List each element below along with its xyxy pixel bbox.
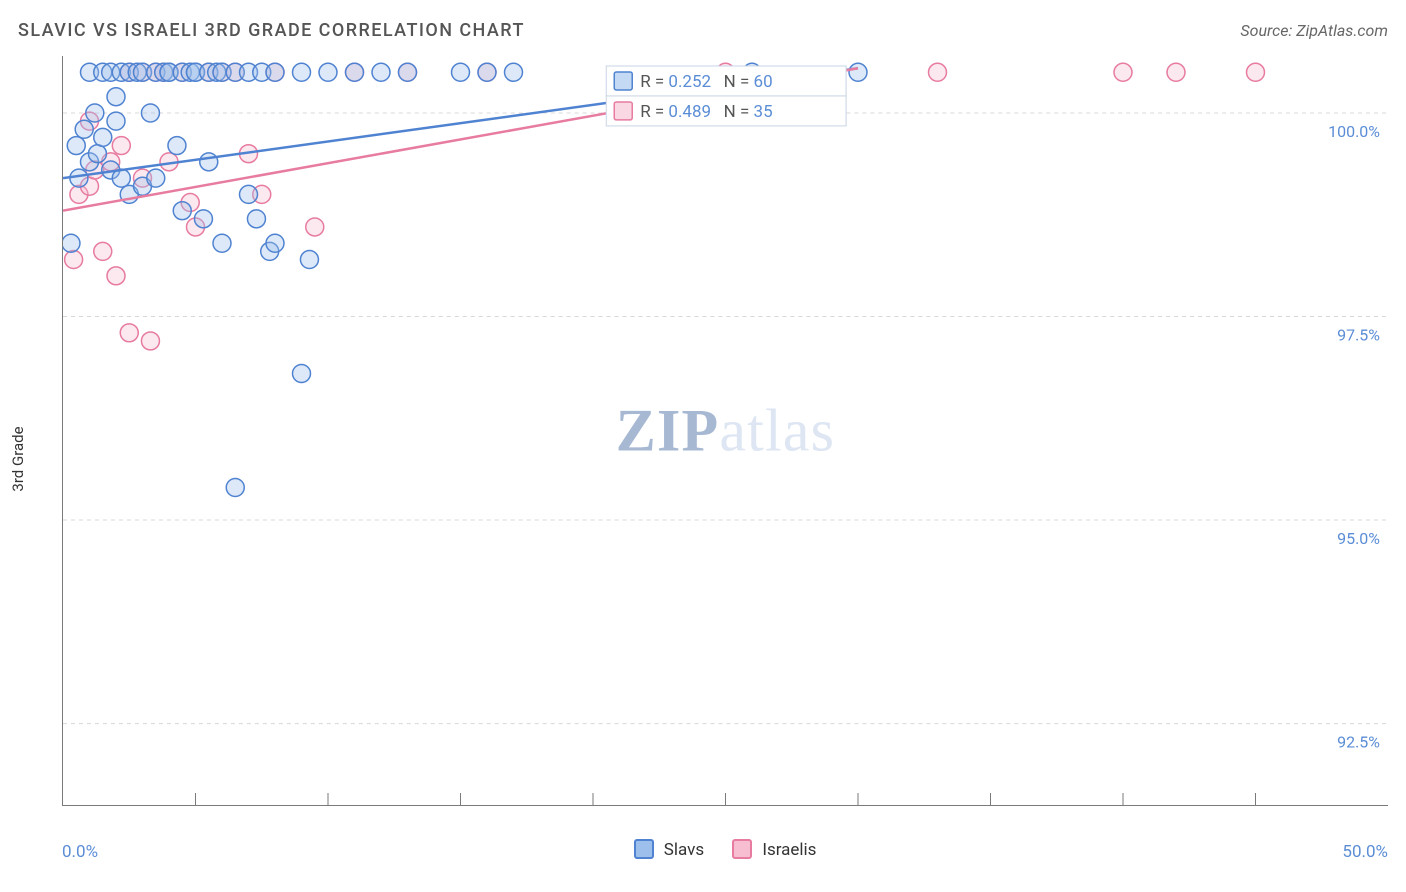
svg-text:92.5%: 92.5% [1337, 733, 1380, 752]
israelis-swatch [732, 839, 752, 859]
svg-text:100.0%: 100.0% [1328, 122, 1380, 141]
legend-slavs-label: Slavs [664, 840, 704, 860]
legend-slavs: Slavs [634, 839, 705, 860]
svg-text:ZIPatlas: ZIPatlas [616, 397, 835, 463]
svg-text:97.5%: 97.5% [1337, 325, 1380, 344]
svg-text:95.0%: 95.0% [1337, 529, 1380, 548]
chart-container: SLAVIC VS ISRAELI 3RD GRADE CORRELATION … [0, 0, 1406, 892]
chart-svg: 100.0% 97.5% 95.0% 92.5% ZIPatlas R = 0.252 N… [63, 56, 1388, 805]
plot-area: 100.0% 97.5% 95.0% 92.5% ZIPatlas R = 0.252 N… [62, 56, 1388, 806]
bottom-legend: Slavs Israelis [62, 839, 1388, 860]
plot-wrap: 3rd Grade 100.0%97.5%95.0%92.5%ZIPatlasR… [18, 56, 1388, 862]
legend-israelis: Israelis [732, 839, 816, 860]
chart-title: SLAVIC VS ISRAELI 3RD GRADE CORRELATION … [18, 20, 525, 41]
source-label: Source: ZipAtlas.com [1240, 21, 1388, 40]
title-row: SLAVIC VS ISRAELI 3RD GRADE CORRELATION … [18, 20, 1388, 41]
slavs-swatch [634, 839, 654, 859]
svg-text:R = 0.489 N = 35: R = 0.489 N = 35 [640, 102, 772, 122]
legend-israelis-label: Israelis [762, 840, 816, 860]
svg-text:R = 0.252 N = 60: R = 0.252 N = 60 [640, 72, 772, 92]
y-axis-label: 3rd Grade [9, 426, 27, 491]
